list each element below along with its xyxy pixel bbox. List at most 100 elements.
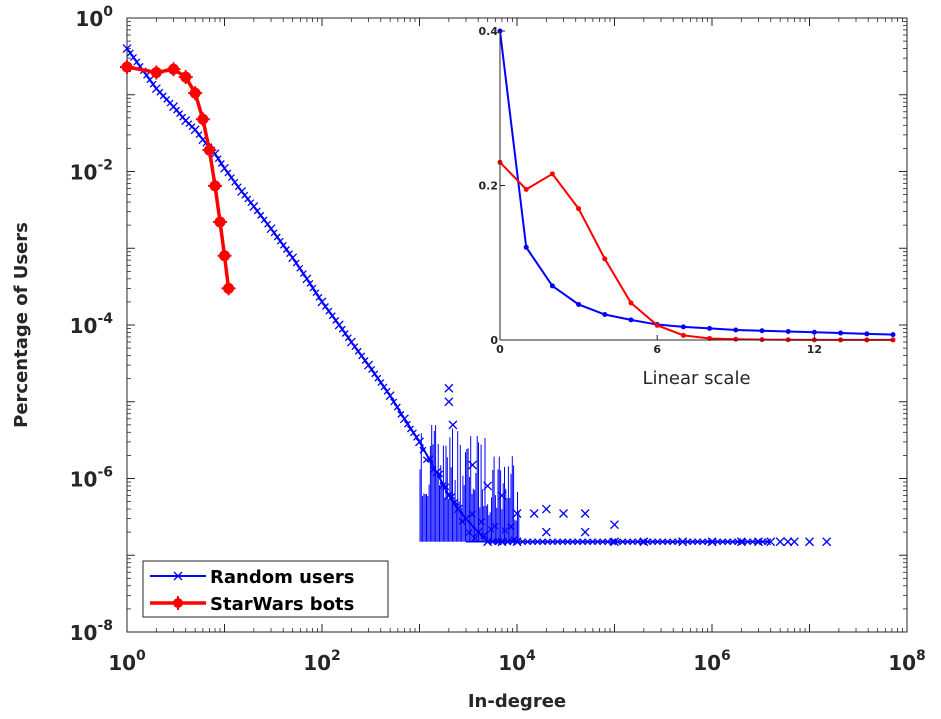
x-marker xyxy=(749,538,757,546)
x-marker xyxy=(361,357,369,364)
marker-stroke xyxy=(783,537,793,547)
marker-stroke xyxy=(283,246,290,253)
x-marker xyxy=(580,527,590,537)
inset-point xyxy=(602,256,608,262)
inset-point xyxy=(890,332,896,338)
x-marker xyxy=(264,220,272,228)
x-marker xyxy=(292,259,300,267)
marker-stroke xyxy=(181,116,191,126)
main-chart: 100 102 104 106 108 100 10-2 10-4 10-6 10-8 In-de… xyxy=(11,4,926,712)
marker-stroke xyxy=(524,538,532,546)
x-marker xyxy=(166,99,174,107)
marker-stroke xyxy=(210,149,220,159)
x-marker xyxy=(364,360,373,370)
starwars-bots-marker xyxy=(202,143,217,158)
x-marker xyxy=(321,303,329,310)
x-marker xyxy=(724,538,732,546)
x-marker xyxy=(541,527,551,537)
inset-series-line-starwars-bots xyxy=(499,161,893,341)
x-marker xyxy=(332,316,340,324)
marker-stroke xyxy=(299,270,307,278)
marker-stroke xyxy=(489,538,497,546)
x-marker xyxy=(754,537,763,547)
inset-point xyxy=(602,312,608,318)
x-marker xyxy=(529,538,537,546)
marker-stroke xyxy=(609,538,617,546)
marker-stroke xyxy=(749,538,757,546)
marker-stroke xyxy=(629,538,637,546)
marker-stroke xyxy=(151,84,161,94)
x-marker xyxy=(380,383,388,391)
inset-y-tick-label: 0.2 xyxy=(479,180,499,193)
x-marker xyxy=(341,330,349,337)
marker-stroke xyxy=(448,420,458,430)
inset-series xyxy=(497,28,896,343)
marker-stroke xyxy=(368,366,376,373)
x-marker xyxy=(639,537,649,547)
x-marker xyxy=(739,538,747,546)
x-marker xyxy=(707,537,717,547)
inset-point xyxy=(785,329,791,335)
x-marker xyxy=(283,246,290,253)
marker-stroke xyxy=(729,538,737,546)
y-tick-label: 10-6 xyxy=(70,465,113,492)
series-markers-random-users xyxy=(122,44,522,547)
inset-point xyxy=(864,331,870,337)
marker-stroke xyxy=(260,216,268,224)
marker-stroke xyxy=(390,398,398,406)
x-marker xyxy=(231,178,239,186)
x-marker xyxy=(619,538,627,546)
marker-stroke xyxy=(580,509,590,518)
marker-stroke xyxy=(589,538,597,546)
x-marker xyxy=(805,537,814,547)
marker-stroke xyxy=(354,347,362,355)
marker-stroke xyxy=(270,229,278,237)
inset-point xyxy=(654,322,660,328)
marker-stroke xyxy=(744,538,752,546)
x-marker xyxy=(257,211,265,219)
marker-stroke xyxy=(361,357,369,364)
marker-stroke xyxy=(344,334,352,342)
x-marker xyxy=(669,538,677,546)
marker-stroke xyxy=(764,538,772,546)
marker-stroke xyxy=(385,391,395,401)
inset-point xyxy=(838,330,844,336)
starwars-bots-marker xyxy=(149,65,164,80)
x-marker xyxy=(273,233,281,241)
inset-point xyxy=(576,206,582,212)
x-marker xyxy=(775,537,785,547)
main-ticks: 100 102 104 106 108 100 10-2 10-4 10-6 10-8 xyxy=(70,4,926,675)
inset-x-axis-label: Linear scale xyxy=(642,368,750,389)
marker-stroke xyxy=(574,538,582,546)
inset-point xyxy=(628,317,634,323)
x-marker xyxy=(195,131,203,139)
marker-stroke xyxy=(639,538,647,546)
x-marker xyxy=(309,284,317,292)
x-marker xyxy=(529,509,539,518)
x-marker xyxy=(354,347,362,355)
x-marker xyxy=(328,312,336,320)
x-marker xyxy=(444,397,454,407)
marker-stroke xyxy=(188,123,196,131)
x-marker xyxy=(783,537,793,547)
x-marker xyxy=(312,289,320,297)
x-marker xyxy=(296,264,304,272)
marker-stroke xyxy=(822,537,832,547)
marker-stroke xyxy=(217,160,225,167)
marker-stroke xyxy=(346,337,356,347)
marker-stroke xyxy=(176,110,184,118)
marker-stroke xyxy=(371,370,379,378)
inset-y-tick-label: 0.4 xyxy=(479,25,499,38)
starwars-bots-marker xyxy=(166,62,181,77)
marker-stroke xyxy=(569,538,577,546)
marker-stroke xyxy=(296,264,304,272)
marker-stroke xyxy=(559,509,568,518)
starwars-bots-marker xyxy=(195,112,210,127)
marker-stroke xyxy=(292,259,300,267)
marker-stroke xyxy=(512,509,522,518)
marker-stroke xyxy=(328,312,336,320)
marker-stroke xyxy=(604,538,612,546)
marker-stroke xyxy=(214,155,222,163)
marker-stroke xyxy=(159,92,167,100)
x-marker xyxy=(766,537,776,547)
